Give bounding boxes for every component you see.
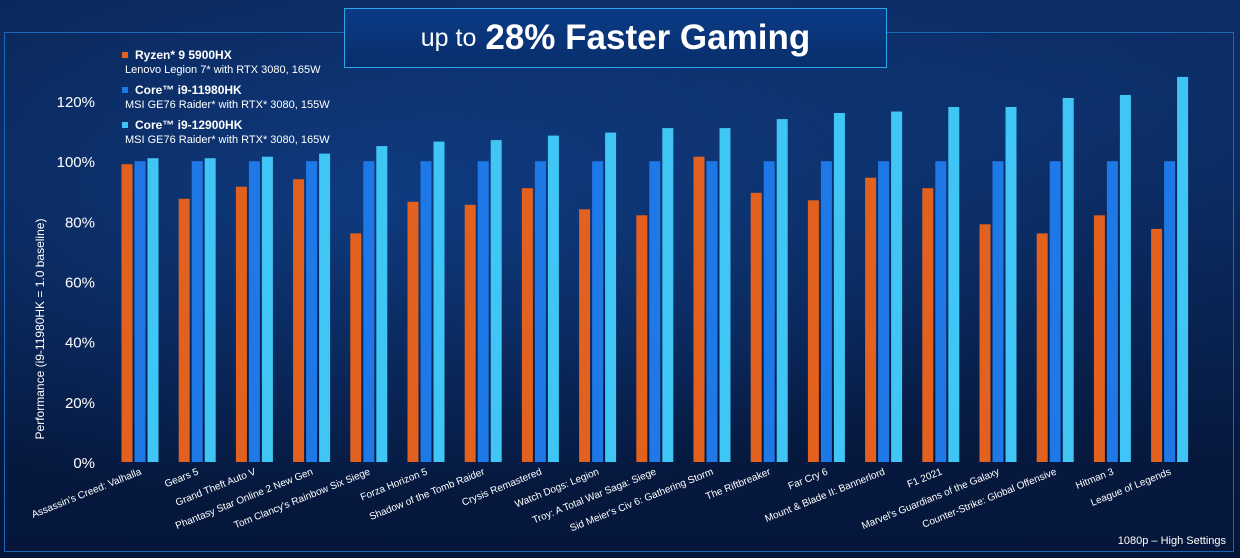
bar xyxy=(662,128,674,462)
bar xyxy=(235,186,247,462)
y-tick-label: 120% xyxy=(57,94,95,111)
x-tick-label: Assassin's Creed: Valhalla xyxy=(30,466,143,520)
bar xyxy=(891,111,903,462)
bar xyxy=(1106,161,1118,462)
legend-swatch xyxy=(122,122,128,128)
legend-series-system: Lenovo Legion 7* with RTX 3080, 165W xyxy=(125,64,321,76)
bar xyxy=(420,161,432,462)
bar xyxy=(992,161,1004,462)
bar xyxy=(820,161,832,462)
y-axis-label: Performance (i9-11980HK = 1.0 baseline) xyxy=(33,219,47,440)
bar xyxy=(547,135,559,462)
bar xyxy=(147,158,159,462)
bar xyxy=(178,198,190,463)
y-tick-label: 0% xyxy=(73,455,95,472)
y-tick-label: 100% xyxy=(57,154,95,171)
y-tick-label: 60% xyxy=(65,275,95,292)
bar xyxy=(1151,228,1163,462)
bar xyxy=(376,146,388,462)
x-tick-label: Gears 5 xyxy=(163,466,201,490)
bar xyxy=(490,140,502,462)
bar xyxy=(363,161,375,462)
bar xyxy=(833,113,845,462)
bar xyxy=(807,200,819,463)
bar xyxy=(134,161,146,462)
legend-series-name: Core™ i9-11980HK xyxy=(135,83,242,97)
bar xyxy=(1049,161,1061,462)
bar xyxy=(935,161,947,462)
bar xyxy=(464,204,476,463)
legend-series-system: MSI GE76 Raider* with RTX* 3080, 155W xyxy=(125,99,330,111)
x-tick-label: Far Cry 6 xyxy=(787,466,830,492)
bar xyxy=(693,156,705,462)
legend-swatch xyxy=(122,87,128,93)
footnote: 1080p – High Settings xyxy=(1117,535,1226,547)
bar xyxy=(592,161,604,462)
x-tick-label: F1 2021 xyxy=(906,466,945,490)
bar xyxy=(350,233,362,462)
bar xyxy=(719,128,731,462)
bar xyxy=(477,161,489,462)
bar xyxy=(878,161,890,462)
bar xyxy=(649,161,661,462)
y-tick-label: 80% xyxy=(65,214,95,231)
bar xyxy=(191,161,203,462)
title-main: 28% Faster Gaming xyxy=(485,18,811,57)
bar xyxy=(293,179,305,462)
y-tick-label: 40% xyxy=(65,335,95,352)
bar xyxy=(306,161,318,462)
bar xyxy=(948,107,960,462)
bar xyxy=(1164,161,1176,462)
bar xyxy=(407,201,419,463)
bar xyxy=(706,161,718,462)
bar xyxy=(776,119,788,462)
bar xyxy=(1005,107,1017,462)
bar xyxy=(979,224,991,462)
bar xyxy=(763,161,775,462)
bar xyxy=(121,164,133,462)
title-banner: up to 28% Faster Gaming xyxy=(344,8,887,68)
bar xyxy=(1093,215,1105,462)
legend-series-name: Core™ i9-12900HK xyxy=(135,118,243,132)
bar xyxy=(534,161,546,462)
bar xyxy=(261,156,273,462)
bar xyxy=(1062,98,1074,462)
title-prefix: up to xyxy=(420,23,477,52)
bar xyxy=(319,153,331,462)
bar xyxy=(922,188,934,462)
legend-swatch xyxy=(122,52,128,58)
legend-series-system: MSI GE76 Raider* with RTX* 3080, 165W xyxy=(125,134,330,146)
bar xyxy=(433,141,445,462)
bar xyxy=(1177,76,1189,463)
bar xyxy=(1036,233,1048,462)
legend-series-name: Ryzen* 9 5900HX xyxy=(135,48,232,62)
x-tick-label: The Riftbreaker xyxy=(704,466,773,502)
bar xyxy=(636,215,648,462)
bar xyxy=(865,177,877,462)
bar xyxy=(204,158,216,462)
bar xyxy=(521,188,533,462)
bar xyxy=(605,132,617,462)
x-tick-label: Hitman 3 xyxy=(1074,466,1116,491)
bar xyxy=(248,161,260,462)
bar xyxy=(579,209,591,462)
y-tick-label: 20% xyxy=(65,395,95,412)
bar xyxy=(750,192,762,463)
bar xyxy=(1119,95,1131,462)
